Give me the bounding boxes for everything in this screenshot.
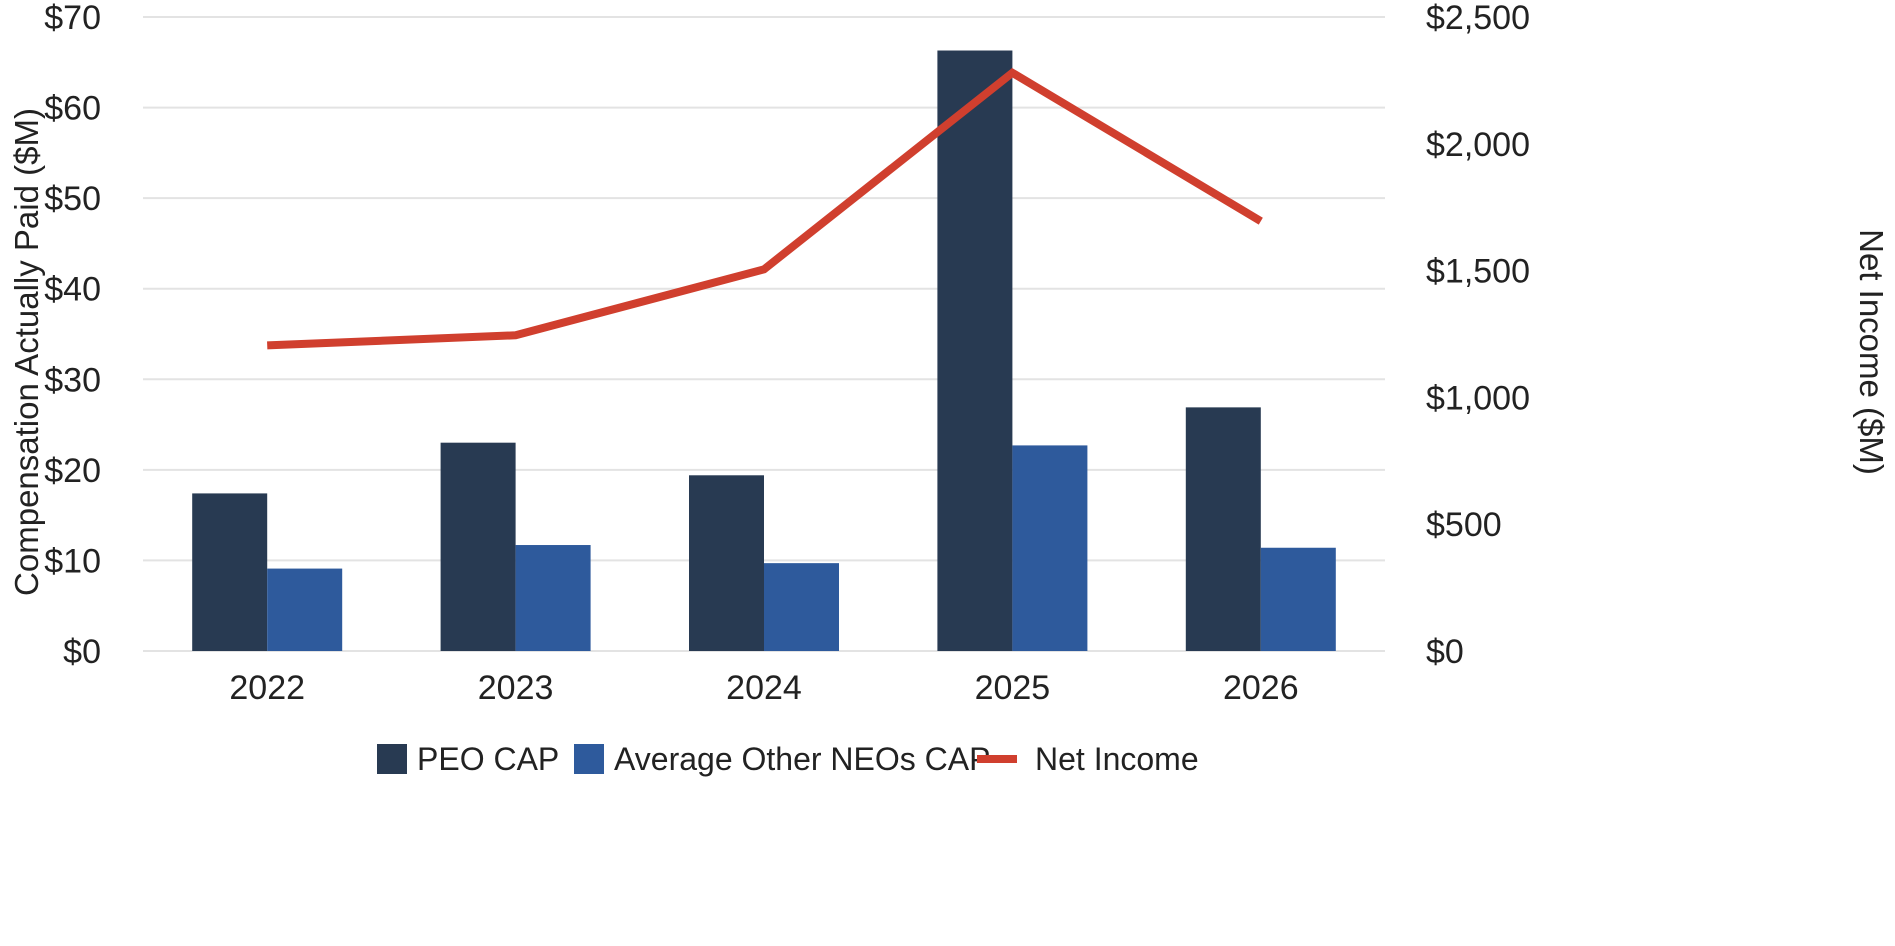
right-axis-title: Net Income ($M) bbox=[1853, 229, 1890, 475]
right-tick-label: $1,000 bbox=[1426, 379, 1530, 417]
left-tick-label: $10 bbox=[44, 542, 101, 580]
left-axis-ticks: $0 $10 $20 $30 $40 $50 $60 $70 bbox=[44, 0, 101, 671]
peo-cap-bar bbox=[1185, 407, 1261, 651]
neo-cap-bar bbox=[1260, 547, 1336, 651]
neo-cap-bar bbox=[1012, 445, 1088, 651]
right-axis-ticks: $0 $500 $1,000 $1,500 $2,000 $2,500 bbox=[1426, 0, 1530, 671]
neo-cap-bar bbox=[515, 545, 591, 651]
net-income-line bbox=[267, 67, 1263, 350]
right-tick-label: $2,000 bbox=[1426, 126, 1530, 164]
x-tick-label: 2024 bbox=[726, 669, 802, 707]
peo-cap-bar bbox=[937, 50, 1013, 652]
legend-neo-cap: Average Other NEOs CAP bbox=[574, 741, 990, 777]
legend-label: PEO CAP bbox=[417, 741, 559, 777]
net-income-line-layer bbox=[267, 67, 1263, 350]
x-tick-label: 2023 bbox=[478, 669, 554, 707]
legend-net-income: Net Income bbox=[977, 741, 1199, 777]
peo-cap-bar bbox=[192, 493, 268, 651]
legend-label: Average Other NEOs CAP bbox=[614, 741, 990, 777]
left-tick-label: $60 bbox=[44, 90, 101, 128]
neo-cap-bar bbox=[764, 563, 839, 651]
left-tick-label: $20 bbox=[44, 452, 101, 490]
right-tick-label: $1,500 bbox=[1426, 253, 1530, 291]
right-tick-label: $500 bbox=[1426, 506, 1502, 544]
peo-cap-bar bbox=[689, 475, 764, 651]
legend-peo-cap: PEO CAP bbox=[377, 741, 559, 777]
x-tick-label: 2025 bbox=[975, 669, 1051, 707]
legend: PEO CAP Average Other NEOs CAP Net Income bbox=[377, 741, 1199, 777]
left-tick-label: $50 bbox=[44, 180, 101, 218]
right-tick-label: $0 bbox=[1426, 633, 1464, 671]
right-tick-label: $2,500 bbox=[1426, 0, 1530, 37]
peo-cap-bar bbox=[440, 442, 516, 651]
left-tick-label: $30 bbox=[44, 361, 101, 399]
legend-swatch bbox=[377, 744, 407, 774]
x-tick-label: 2026 bbox=[1223, 669, 1299, 707]
gridlines bbox=[143, 16, 1385, 652]
legend-swatch bbox=[574, 744, 604, 774]
left-tick-label: $70 bbox=[44, 0, 101, 37]
bars bbox=[192, 50, 1336, 652]
x-tick-label: 2022 bbox=[229, 669, 305, 707]
neo-cap-bar bbox=[267, 568, 343, 651]
legend-label: Net Income bbox=[1035, 741, 1199, 777]
left-tick-label: $40 bbox=[44, 271, 101, 309]
left-tick-label: $0 bbox=[63, 633, 101, 671]
left-axis-title: Compensation Actually Paid ($M) bbox=[8, 108, 45, 596]
x-axis-ticks: 2022 2023 2024 2025 2026 bbox=[229, 669, 1298, 707]
